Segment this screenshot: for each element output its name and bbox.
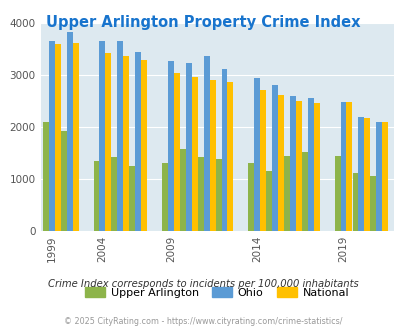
Bar: [105, 53, 111, 231]
Bar: [168, 60, 173, 231]
Bar: [135, 52, 141, 231]
Text: Upper Arlington Property Crime Index: Upper Arlington Property Crime Index: [46, 15, 359, 30]
Bar: [141, 60, 147, 231]
Bar: [382, 122, 387, 231]
Bar: [369, 177, 375, 231]
Bar: [99, 41, 105, 231]
Bar: [123, 56, 129, 231]
Bar: [55, 44, 61, 231]
Bar: [301, 152, 307, 231]
Text: © 2025 CityRating.com - https://www.cityrating.com/crime-statistics/: © 2025 CityRating.com - https://www.city…: [64, 317, 341, 326]
Bar: [277, 95, 283, 231]
Bar: [185, 63, 191, 231]
Bar: [260, 90, 265, 231]
Bar: [197, 157, 203, 231]
Bar: [254, 78, 260, 231]
Bar: [191, 77, 197, 231]
Bar: [173, 73, 179, 231]
Bar: [375, 122, 382, 231]
Legend: Upper Arlington, Ohio, National: Upper Arlington, Ohio, National: [81, 282, 353, 302]
Bar: [313, 103, 319, 231]
Bar: [203, 56, 209, 231]
Bar: [345, 102, 352, 231]
Bar: [266, 171, 271, 231]
Bar: [129, 166, 135, 231]
Bar: [117, 41, 123, 231]
Bar: [93, 161, 99, 231]
Bar: [334, 156, 340, 231]
Bar: [271, 85, 277, 231]
Bar: [179, 149, 185, 231]
Bar: [352, 173, 358, 231]
Bar: [295, 101, 301, 231]
Bar: [61, 131, 67, 231]
Bar: [284, 156, 289, 231]
Bar: [72, 43, 79, 231]
Bar: [358, 117, 363, 231]
Bar: [162, 163, 168, 231]
Bar: [111, 157, 117, 231]
Bar: [248, 163, 254, 231]
Bar: [209, 80, 215, 231]
Bar: [340, 102, 345, 231]
Bar: [227, 82, 233, 231]
Bar: [215, 159, 221, 231]
Bar: [289, 96, 295, 231]
Bar: [43, 122, 49, 231]
Bar: [67, 32, 72, 231]
Bar: [307, 98, 313, 231]
Text: Crime Index corresponds to incidents per 100,000 inhabitants: Crime Index corresponds to incidents per…: [47, 279, 358, 289]
Bar: [221, 69, 227, 231]
Bar: [363, 118, 369, 231]
Bar: [49, 41, 55, 231]
